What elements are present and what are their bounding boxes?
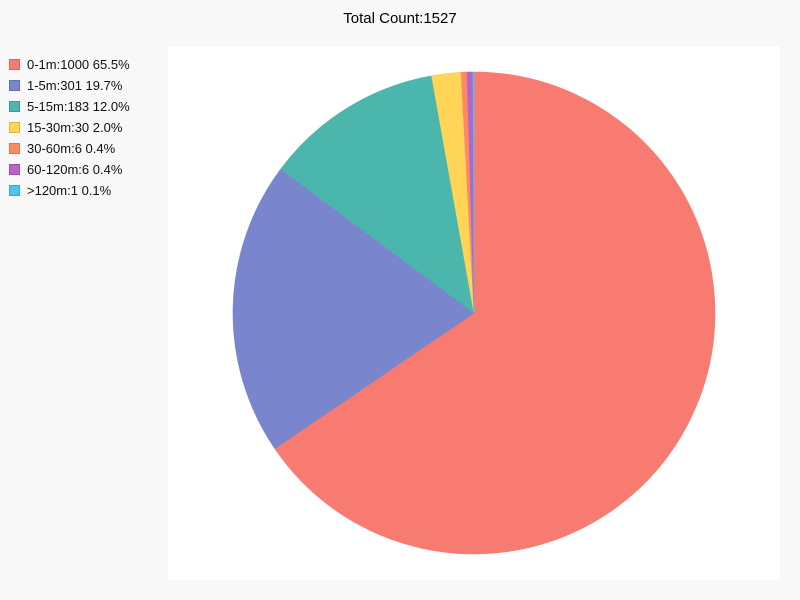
pie-slice-1-5m[interactable] bbox=[232, 168, 475, 450]
legend-item-4[interactable]: 30-60m:6 0.4% bbox=[9, 138, 130, 159]
legend-item-6[interactable]: >120m:1 0.1% bbox=[9, 180, 130, 201]
legend-swatch-5 bbox=[9, 164, 20, 175]
legend: 0-1m:1000 65.5% 1-5m:301 19.7% 5-15m:183 1… bbox=[9, 54, 130, 201]
plot-area bbox=[168, 46, 780, 580]
legend-swatch-4 bbox=[9, 143, 20, 154]
legend-label-3: 15-30m:30 2.0% bbox=[27, 120, 123, 135]
legend-swatch-1 bbox=[9, 80, 20, 91]
legend-item-0[interactable]: 0-1m:1000 65.5% bbox=[9, 54, 130, 75]
legend-label-4: 30-60m:6 0.4% bbox=[27, 141, 116, 156]
legend-item-2[interactable]: 5-15m:183 12.0% bbox=[9, 96, 130, 117]
pie-slice-0-1m[interactable] bbox=[274, 71, 716, 555]
legend-item-3[interactable]: 15-30m:30 2.0% bbox=[9, 117, 130, 138]
legend-label-0: 0-1m:1000 65.5% bbox=[27, 57, 130, 72]
legend-swatch-2 bbox=[9, 101, 20, 112]
legend-label-2: 5-15m:183 12.0% bbox=[27, 99, 130, 114]
legend-swatch-0 bbox=[9, 59, 20, 70]
pie-svg bbox=[232, 71, 716, 555]
legend-swatch-3 bbox=[9, 122, 20, 133]
legend-label-1: 1-5m:301 19.7% bbox=[27, 78, 123, 93]
pie-slice-120m[interactable] bbox=[472, 71, 475, 314]
legend-swatch-6 bbox=[9, 185, 20, 196]
chart-title: Total Count:1527 bbox=[343, 10, 457, 27]
legend-item-1[interactable]: 1-5m:301 19.7% bbox=[9, 75, 130, 96]
legend-label-6: >120m:1 0.1% bbox=[27, 183, 112, 198]
legend-label-5: 60-120m:6 0.4% bbox=[27, 162, 123, 177]
legend-item-5[interactable]: 60-120m:6 0.4% bbox=[9, 159, 130, 180]
pie-slice-5-15m[interactable] bbox=[280, 75, 475, 314]
